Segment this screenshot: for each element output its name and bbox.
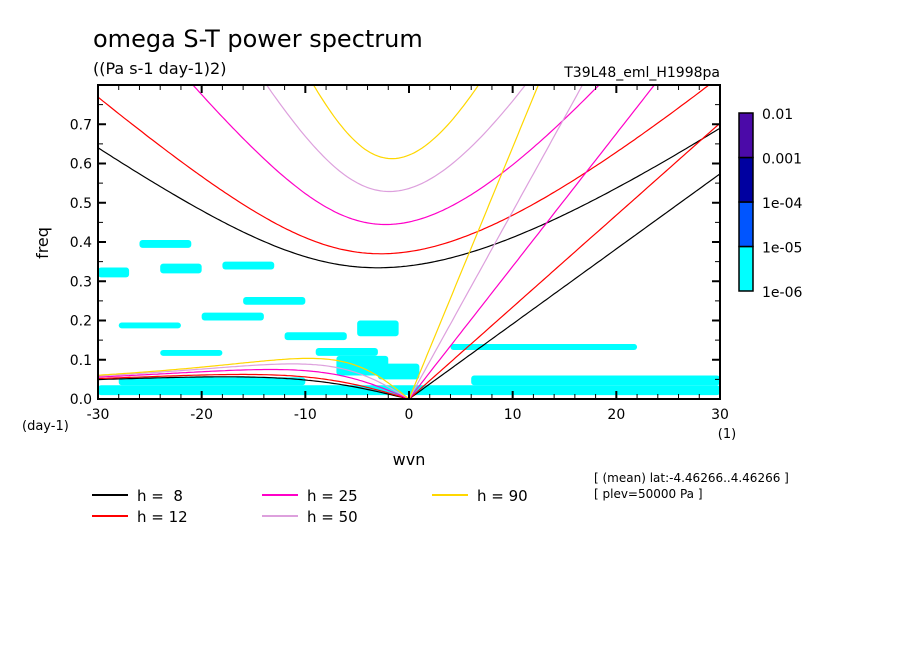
y-tick-label: 0.4: [70, 235, 92, 251]
shaded-region: [139, 240, 192, 248]
x-tick-label: 0: [405, 407, 414, 423]
shaded-region: [471, 375, 720, 386]
rossby-curve-h8: [98, 376, 410, 399]
ig-curve-h90: [312, 85, 480, 160]
legend-label: h = 12: [137, 508, 188, 526]
y-tick-label: 0.0: [70, 392, 92, 408]
colorbar-label: 1e-06: [762, 285, 802, 301]
colorbar-swatch: [738, 201, 754, 248]
colorbar-label: 1e-04: [762, 196, 802, 212]
y-tick-label: 0.2: [70, 314, 92, 330]
colorbar-swatch: [738, 112, 754, 159]
rossby-curve-h12: [98, 373, 410, 399]
shaded-region: [160, 349, 223, 356]
dispersion-curves: [98, 85, 720, 399]
ig-curve-h50: [265, 85, 527, 193]
x-tick-label: 20: [607, 407, 625, 423]
legend-label: h = 90: [477, 487, 528, 505]
colorbar-label: 0.001: [762, 152, 802, 168]
legend-label: h = 50: [307, 508, 358, 526]
x-tick-label: 30: [711, 407, 729, 423]
shaded-region: [450, 344, 638, 350]
shaded-region: [377, 363, 420, 380]
rossby-curve-h50: [98, 363, 410, 399]
shaded-region: [201, 312, 264, 321]
y-tick-label: 0.6: [70, 157, 92, 173]
shaded-region: [222, 261, 275, 270]
shaded-region: [98, 385, 720, 396]
shaded-region: [284, 332, 347, 341]
x-tick-label: -30: [87, 407, 110, 423]
x-tick-label: 10: [504, 407, 522, 423]
legend-label: h = 8: [137, 487, 183, 505]
shaded-region: [160, 263, 202, 274]
shaded-region: [315, 347, 378, 356]
colorbar-label: 1e-05: [762, 241, 802, 257]
power-shading: [98, 240, 720, 396]
colorbar-swatch: [738, 156, 754, 203]
chart-title: omega S-T power spectrum: [93, 25, 423, 53]
rossby-curve-h90: [98, 357, 410, 399]
y-axis-unit: (day-1): [22, 419, 69, 434]
shaded-region: [118, 377, 306, 386]
x-axis-unit: (1): [718, 427, 736, 442]
x-axis-title: wvn: [393, 450, 426, 469]
colorbar-label: 0.01: [762, 107, 793, 123]
kelvin-curve-h90: [408, 85, 539, 399]
legend-label: h = 25: [307, 487, 358, 505]
axis-ticks: -30 -20 -10 0 10 20 30 0.0 0.1 0.2 0.3 0.4 0.5 0.6 0.7: [70, 84, 729, 423]
kelvin-curve-h12: [408, 122, 720, 399]
legend: h = 8 h = 12 h = 25 h = 50 h = 90: [92, 487, 528, 526]
ig-curve-h25: [192, 85, 600, 226]
kelvin-curve-h25: [408, 85, 656, 399]
ig-curve-h8: [98, 127, 720, 269]
x-tick-label: -20: [190, 407, 213, 423]
kelvin-curve-h8: [408, 173, 720, 399]
shaded-region: [118, 322, 181, 329]
chart-subtitle: ((Pa s-1 day-1)2): [93, 59, 226, 78]
lat-annotation: [ (mean) lat:-4.46266..4.46266 ]: [594, 471, 789, 485]
colorbar-swatch: [738, 245, 754, 292]
plev-annotation: [ plev=50000 Pa ]: [594, 487, 703, 501]
colorbar: 1e-06 1e-05 1e-04 0.001 0.01: [738, 107, 802, 301]
y-axis-title: freq: [33, 227, 52, 259]
y-tick-label: 0.5: [70, 196, 92, 212]
y-tick-label: 0.3: [70, 274, 92, 290]
x-tick-label: -10: [294, 407, 317, 423]
run-label: T39L48_eml_H1998pa: [563, 65, 720, 81]
y-tick-label: 0.1: [70, 353, 92, 369]
shaded-region: [243, 296, 306, 305]
shaded-region: [357, 320, 399, 337]
shaded-region: [98, 267, 130, 278]
kelvin-curve-h50: [408, 85, 584, 399]
ig-curve-h12: [98, 85, 710, 255]
rossby-curve-h25: [98, 368, 410, 399]
y-tick-label: 0.7: [70, 117, 92, 133]
